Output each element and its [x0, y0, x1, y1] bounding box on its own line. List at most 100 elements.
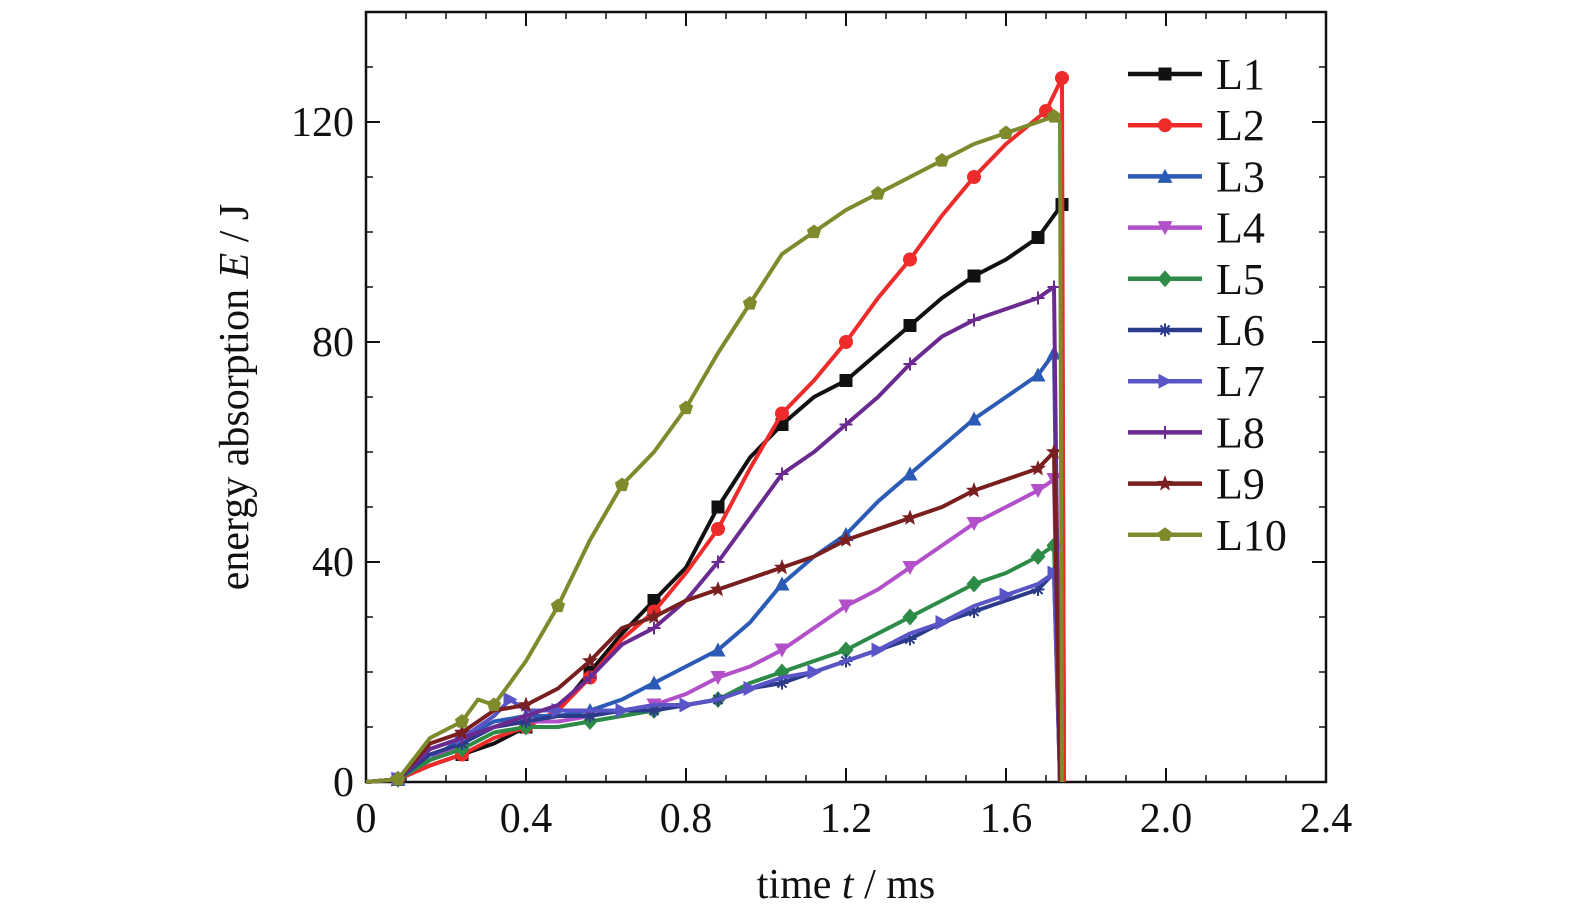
data-point	[583, 709, 597, 723]
data-point	[1047, 280, 1061, 294]
legend-entry: L8	[1128, 408, 1265, 457]
legend-marker	[1158, 118, 1172, 133]
legend-label: L6	[1216, 306, 1265, 355]
y-tick-label: 0	[333, 760, 354, 806]
data-point	[966, 517, 982, 531]
data-point	[390, 771, 406, 786]
data-point	[838, 641, 854, 659]
data-point	[967, 269, 981, 283]
data-point	[775, 406, 789, 421]
data-point	[615, 703, 630, 718]
data-point	[486, 697, 502, 712]
legend-label: L2	[1216, 101, 1265, 150]
data-point	[711, 555, 725, 569]
axis-ticks	[365, 11, 1327, 783]
tick-labels: 0 0.4 0.8 1.2 1.6 2.0 2.4 0 40 80 120	[291, 100, 1352, 842]
data-point	[614, 477, 630, 492]
data-point	[503, 692, 518, 707]
data-point	[647, 621, 661, 635]
data-point	[935, 615, 950, 630]
data-point	[453, 724, 471, 740]
legend-label: L1	[1216, 50, 1265, 99]
series-line	[365, 543, 1062, 784]
x-tick-label: 2.0	[1140, 796, 1193, 842]
legend-marker	[1158, 425, 1172, 439]
data-point	[902, 608, 918, 626]
data-point	[967, 170, 981, 184]
data-point	[710, 642, 726, 657]
data-point	[839, 374, 853, 387]
data-point	[647, 594, 661, 607]
data-point	[711, 522, 725, 536]
x-tick-label: 0.4	[500, 796, 553, 842]
data-point	[1030, 484, 1046, 498]
data-point	[1030, 367, 1046, 382]
y-axis-title: energy absorption E / J	[212, 204, 258, 591]
legend-label: L4	[1216, 204, 1265, 253]
series-line	[365, 114, 1064, 784]
data-point	[934, 153, 950, 167]
legend-label: L8	[1216, 408, 1265, 457]
data-point	[966, 575, 982, 593]
legend-marker	[1157, 527, 1173, 541]
data-point	[870, 186, 886, 200]
data-point	[903, 357, 917, 371]
data-point	[966, 411, 982, 426]
x-tick-label: 1.6	[980, 796, 1033, 842]
legend-entry: L1	[1128, 50, 1265, 99]
data-point	[998, 125, 1014, 140]
series-lines	[365, 71, 1069, 788]
legend-label: L9	[1216, 460, 1265, 509]
legend-marker	[1156, 475, 1174, 491]
legend-label: L7	[1216, 357, 1265, 406]
y-tick-label: 120	[291, 100, 354, 146]
data-point	[709, 581, 727, 597]
data-point	[519, 709, 533, 723]
data-point	[903, 319, 917, 332]
data-point	[1031, 291, 1045, 305]
data-point	[967, 313, 981, 327]
data-point	[645, 608, 663, 624]
data-point	[903, 252, 917, 267]
data-point	[454, 714, 470, 728]
x-tick-label: 0	[356, 796, 377, 842]
data-point	[1031, 231, 1045, 244]
legend-label: L10	[1216, 511, 1287, 560]
data-point	[550, 598, 566, 613]
legend-entry: L6	[1128, 306, 1265, 355]
x-tick-label: 0.8	[660, 796, 713, 842]
series-line	[365, 76, 1066, 784]
data-point	[773, 559, 791, 575]
legend-marker	[1158, 323, 1172, 337]
x-tick-label: 2.4	[1300, 796, 1353, 842]
legend-label: L3	[1216, 152, 1265, 201]
legend-marker	[1158, 373, 1173, 389]
data-point	[1055, 71, 1069, 85]
data-point	[902, 561, 918, 575]
data-point	[871, 642, 886, 658]
x-tick-label: 1.2	[820, 796, 873, 842]
data-point	[775, 467, 789, 481]
data-point	[807, 664, 822, 680]
legend-entry: L9	[1128, 460, 1265, 509]
series-line	[365, 351, 1062, 784]
data-point	[837, 531, 855, 547]
legend-entry: L7	[1128, 357, 1265, 406]
data-point	[517, 696, 535, 712]
y-tick-label: 80	[312, 320, 354, 366]
series-line	[365, 571, 1062, 784]
data-point	[839, 335, 853, 349]
legend-marker	[1157, 168, 1173, 183]
legend-marker	[1157, 221, 1173, 236]
legend-entry: L10	[1128, 511, 1287, 560]
legend-marker	[1158, 67, 1172, 81]
data-point	[1029, 460, 1047, 476]
data-point	[710, 671, 726, 685]
data-point	[742, 296, 758, 310]
data-point	[711, 500, 725, 514]
series-L10	[365, 109, 1064, 786]
legend-entry: L2	[1128, 101, 1265, 150]
data-point	[839, 418, 853, 431]
